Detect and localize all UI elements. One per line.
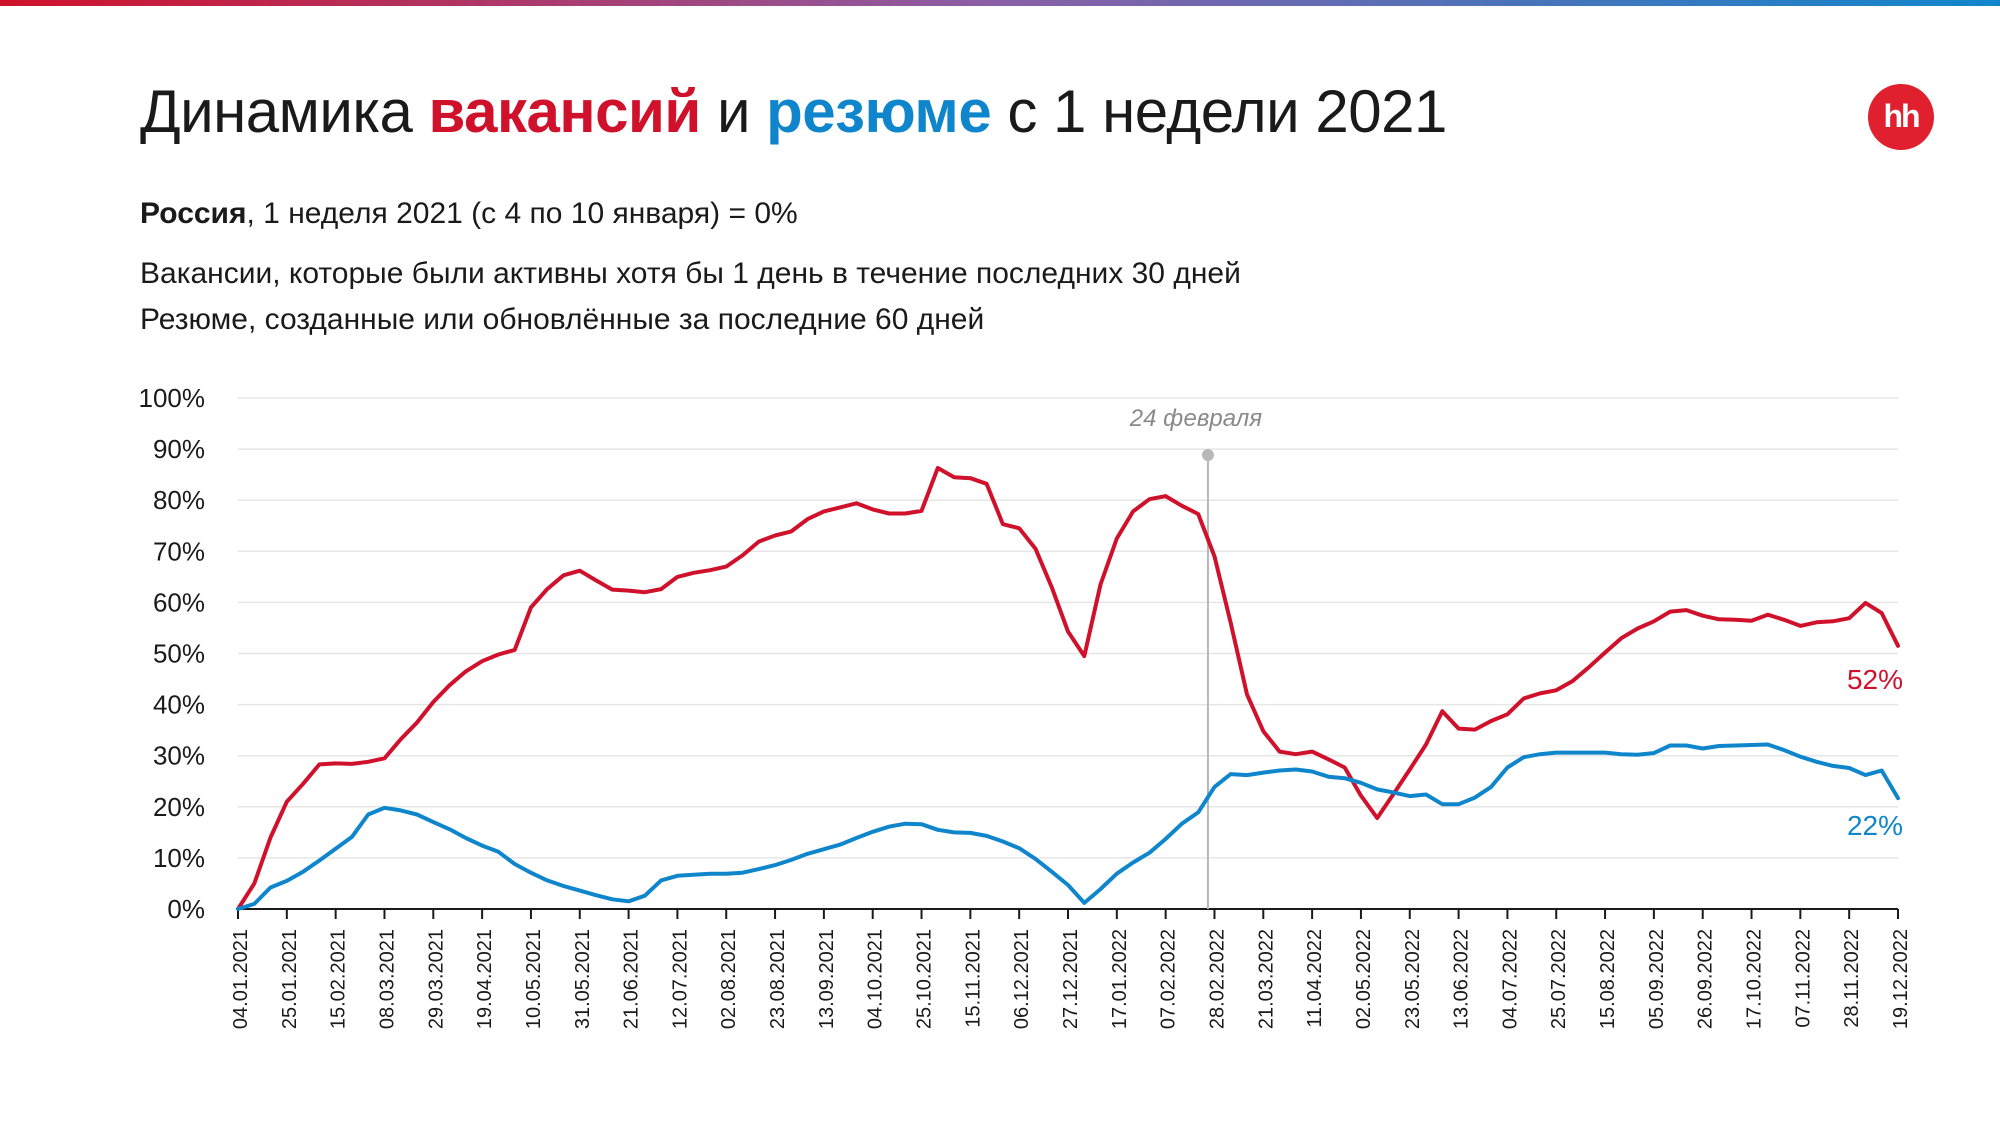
chart-title: Динамика вакансий и резюме с 1 недели 20…: [140, 72, 1447, 152]
x-tick-label: 28.11.2022: [1841, 929, 1863, 1028]
x-tick-label: 12.07.2021: [669, 929, 691, 1029]
y-tick-label: 70%: [153, 536, 205, 566]
x-tick-label: 04.10.2021: [865, 929, 887, 1029]
y-tick-label: 80%: [153, 485, 205, 515]
x-tick-label: 02.05.2022: [1353, 929, 1375, 1029]
title-middle: и: [700, 78, 767, 145]
y-tick-label: 40%: [153, 690, 205, 720]
note-resumes: Резюме, созданные или обновлённые за пос…: [140, 303, 985, 336]
x-tick-label: 15.11.2021: [962, 929, 984, 1028]
x-tick-label: 15.08.2022: [1597, 929, 1619, 1029]
y-tick-label: 60%: [153, 587, 205, 617]
x-tick-label: 07.02.2022: [1158, 929, 1180, 1029]
x-tick-label: 29.03.2021: [425, 929, 447, 1029]
annotation-dot: [1201, 449, 1214, 461]
x-tick-label: 23.08.2021: [767, 929, 789, 1029]
x-tick-label: 25.01.2021: [279, 929, 301, 1029]
x-tick-label: 04.07.2022: [1499, 929, 1521, 1029]
y-tick-label: 20%: [153, 792, 205, 822]
x-tick-label: 10.05.2021: [523, 929, 545, 1029]
y-tick-label: 30%: [153, 741, 205, 771]
y-tick-label: 100%: [139, 383, 206, 413]
series-end-label: 22%: [1847, 810, 1903, 841]
x-tick-label: 25.07.2022: [1548, 929, 1570, 1029]
x-tick-label: 21.03.2022: [1255, 929, 1277, 1029]
note-vacancies: Вакансии, которые были активны хотя бы 1…: [140, 257, 1241, 290]
title-resumes: резюме: [766, 78, 992, 145]
x-tick-label: 08.03.2021: [376, 929, 398, 1029]
x-tick-label: 07.11.2022: [1792, 929, 1814, 1028]
chart-subtitle: Россия, 1 неделя 2021 (с 4 по 10 января)…: [140, 192, 798, 236]
x-tick-label: 21.06.2021: [621, 929, 643, 1029]
x-tick-label: 13.09.2021: [816, 929, 838, 1029]
y-tick-label: 90%: [153, 434, 205, 464]
x-tick-label: 04.01.2021: [230, 929, 252, 1029]
series-line-vacancies: [236, 466, 1900, 911]
x-tick-label: 05.09.2022: [1646, 929, 1668, 1029]
x-tick-label: 25.10.2021: [914, 929, 936, 1029]
x-tick-label: 27.12.2021: [1060, 929, 1082, 1029]
annotation-label: 24 февраля: [1129, 405, 1263, 432]
x-tick-label: 02.08.2021: [718, 929, 740, 1029]
x-tick-label: 23.05.2022: [1402, 929, 1424, 1029]
x-tick-label: 26.09.2022: [1695, 929, 1717, 1029]
title-vacancies: вакансий: [428, 78, 702, 145]
x-tick-label: 31.05.2021: [572, 929, 594, 1029]
subtitle-baseline: , 1 неделя 2021 (с 4 по 10 января) = 0%: [246, 197, 798, 230]
x-tick-label: 17.01.2022: [1109, 929, 1131, 1029]
x-tick-label: 19.12.2022: [1890, 929, 1912, 1029]
y-tick-label: 50%: [153, 639, 205, 669]
series-line-resumes: [236, 742, 1900, 911]
subtitle-region: Россия: [140, 197, 247, 230]
x-tick-label: 06.12.2021: [1011, 929, 1033, 1029]
x-tick-label: 19.04.2021: [474, 929, 496, 1029]
y-tick-label: 10%: [153, 843, 205, 873]
series-end-label: 52%: [1847, 664, 1903, 695]
x-tick-label: 28.02.2022: [1206, 929, 1228, 1029]
y-tick-label: 0%: [167, 894, 205, 924]
x-tick-label: 15.02.2021: [328, 929, 350, 1029]
top-gradient-bar: [0, 0, 2000, 6]
hh-logo: hh: [1868, 84, 1934, 150]
x-tick-label: 17.10.2022: [1744, 929, 1766, 1029]
x-tick-label: 13.06.2022: [1451, 929, 1473, 1029]
title-prefix: Динамика: [140, 78, 429, 145]
x-tick-label: 11.04.2022: [1304, 929, 1326, 1028]
title-suffix: с 1 недели 2021: [991, 78, 1447, 145]
